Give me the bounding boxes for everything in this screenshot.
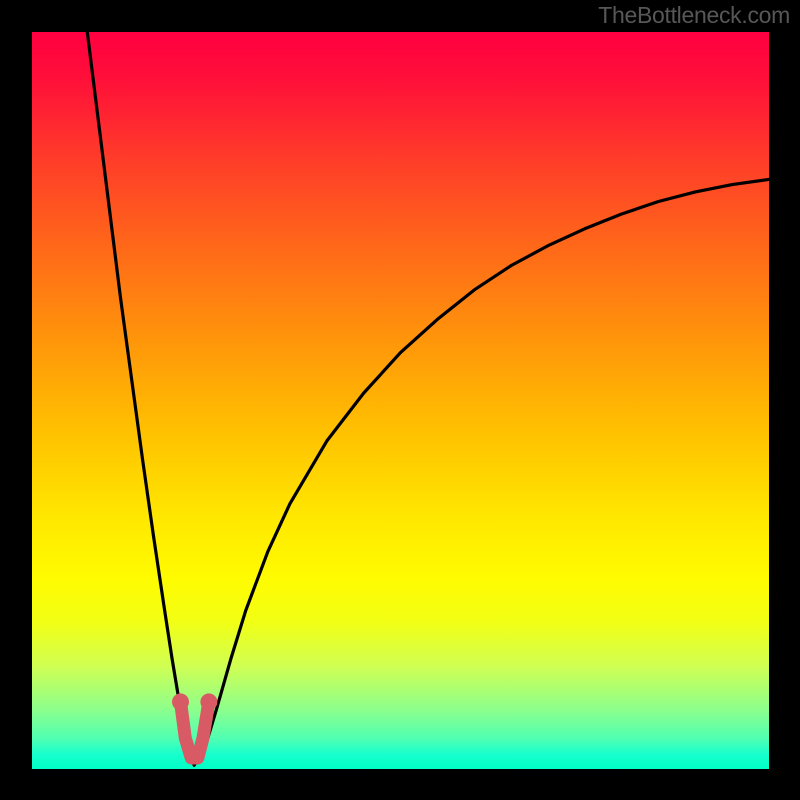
highlight-dot [172,693,189,710]
bottleneck-curve [87,32,769,765]
chart-overlay [32,32,769,769]
watermark-text: TheBottleneck.com [598,2,790,29]
chart-plot-area [32,32,769,769]
highlight-segment [181,702,209,758]
highlight-endpoints [172,693,217,710]
highlight-dot [200,693,217,710]
